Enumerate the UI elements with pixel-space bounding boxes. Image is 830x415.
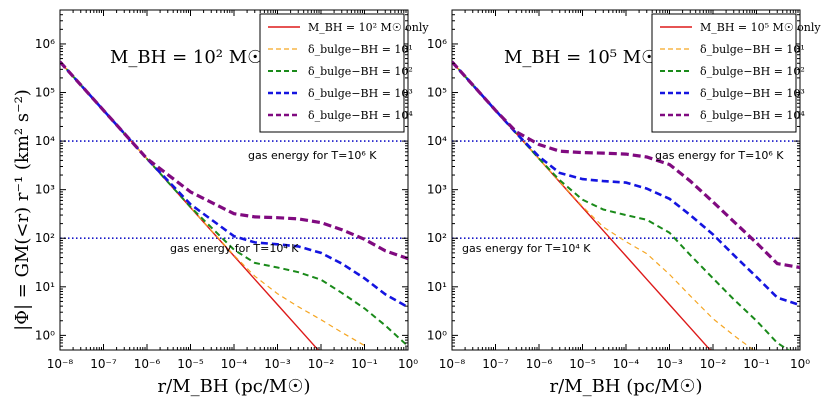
left-annotation-1e6: gas energy for T=10⁶ K: [248, 149, 377, 162]
y-tick-label: 10⁵: [427, 86, 447, 100]
legend-label: δ_bulge−BH = 10²: [308, 65, 413, 78]
legend-box: [651, 13, 797, 133]
legend-box: [259, 13, 405, 133]
x-tick-label: 10⁻¹: [351, 357, 378, 371]
series-line: [60, 60, 408, 309]
y-tick-label: 10¹: [35, 280, 55, 294]
right-legend: M_BH = 10⁵ M☉ only δ_bulge−BH = 10¹ δ_bulg…: [651, 13, 821, 133]
x-tick-label: 10⁻⁶: [526, 357, 553, 371]
right-panel: 10⁻⁸ 10⁻⁷ 10⁻⁶ 10⁻⁵ 10⁻⁴ 10⁻³ 10⁻² 10⁻¹ 10⁰ 10⁰ 10…: [427, 9, 821, 397]
y-axis-label: |Φ| = GM(<r) r⁻¹ (km² s⁻²): [12, 89, 33, 331]
y-tick-label: 10¹: [427, 280, 447, 294]
x-tick-label: 10⁻³: [264, 357, 291, 371]
x-tick-label: 10⁻⁵: [177, 357, 204, 371]
legend-label: δ_bulge−BH = 10⁴: [700, 109, 805, 122]
x-tick-label: 10⁻⁷: [90, 357, 117, 371]
left-ticks: 10⁻⁸ 10⁻⁷ 10⁻⁶ 10⁻⁵ 10⁻⁴ 10⁻³ 10⁻² 10⁻¹ 10⁰ 10⁰ 10…: [35, 9, 418, 371]
legend-label: M_BH = 10² M☉ only: [308, 21, 429, 34]
legend-label: δ_bulge−BH = 10⁴: [308, 109, 413, 122]
y-tick-label: 10⁶: [427, 37, 447, 51]
y-tick-label: 10⁴: [35, 134, 55, 148]
right-x-axis-label: r/M_BH (pc/M☉): [549, 376, 702, 397]
y-tick-label: 10⁰: [427, 328, 447, 342]
x-tick-label: 10⁰: [398, 357, 418, 371]
legend-label: δ_bulge−BH = 10³: [700, 87, 805, 100]
left-annotation-1e4: gas energy for T=10⁴ K: [170, 242, 299, 255]
legend-label: M_BH = 10⁵ M☉ only: [700, 21, 821, 34]
right-series: [452, 60, 800, 350]
y-tick-label: 10⁴: [427, 134, 447, 148]
y-tick-label: 10²: [427, 231, 447, 245]
series-line: [452, 60, 800, 270]
y-tick-label: 10³: [427, 183, 447, 197]
left-x-axis-label: r/M_BH (pc/M☉): [157, 376, 310, 397]
x-tick-label: 10⁻⁸: [439, 357, 466, 371]
left-panel: 10⁻⁸ 10⁻⁷ 10⁻⁶ 10⁻⁵ 10⁻⁴ 10⁻³ 10⁻² 10⁻¹ 10⁰ 10⁰ 10…: [35, 9, 429, 397]
x-tick-label: 10⁻⁶: [134, 357, 161, 371]
y-tick-label: 10⁵: [35, 86, 55, 100]
y-tick-label: 10³: [35, 183, 55, 197]
x-tick-label: 10⁰: [790, 357, 810, 371]
series-line: [60, 61, 408, 347]
right-panel-title: M_BH = 10⁵ M☉: [504, 47, 657, 68]
x-tick-label: 10⁻⁴: [613, 357, 640, 371]
left-panel-title: M_BH = 10² M☉: [110, 47, 263, 68]
right-annotation-1e4: gas energy for T=10⁴ K: [462, 242, 591, 255]
x-tick-label: 10⁻²: [700, 357, 727, 371]
legend-label: δ_bulge−BH = 10¹: [700, 43, 805, 56]
legend-label: δ_bulge−BH = 10¹: [308, 43, 413, 56]
series-line: [60, 60, 408, 261]
x-tick-label: 10⁻⁴: [221, 357, 248, 371]
left-legend: M_BH = 10² M☉ only δ_bulge−BH = 10¹ δ_bulg…: [259, 13, 429, 133]
y-tick-label: 10⁰: [35, 328, 55, 342]
x-tick-label: 10⁻¹: [743, 357, 770, 371]
left-series: [60, 60, 408, 350]
y-tick-label: 10²: [35, 231, 55, 245]
right-ticks: 10⁻⁸ 10⁻⁷ 10⁻⁶ 10⁻⁵ 10⁻⁴ 10⁻³ 10⁻² 10⁻¹ 10⁰ 10⁰ 10…: [427, 9, 810, 371]
right-annotation-1e6: gas energy for T=10⁶ K: [655, 149, 784, 162]
x-tick-label: 10⁻⁷: [482, 357, 509, 371]
series-line: [452, 60, 800, 307]
legend-label: δ_bulge−BH = 10³: [308, 87, 413, 100]
x-tick-label: 10⁻³: [656, 357, 683, 371]
x-tick-label: 10⁻⁵: [569, 357, 596, 371]
legend-label: δ_bulge−BH = 10²: [700, 65, 805, 78]
x-tick-label: 10⁻⁸: [47, 357, 74, 371]
y-tick-label: 10⁶: [35, 37, 55, 51]
x-tick-label: 10⁻²: [308, 357, 335, 371]
